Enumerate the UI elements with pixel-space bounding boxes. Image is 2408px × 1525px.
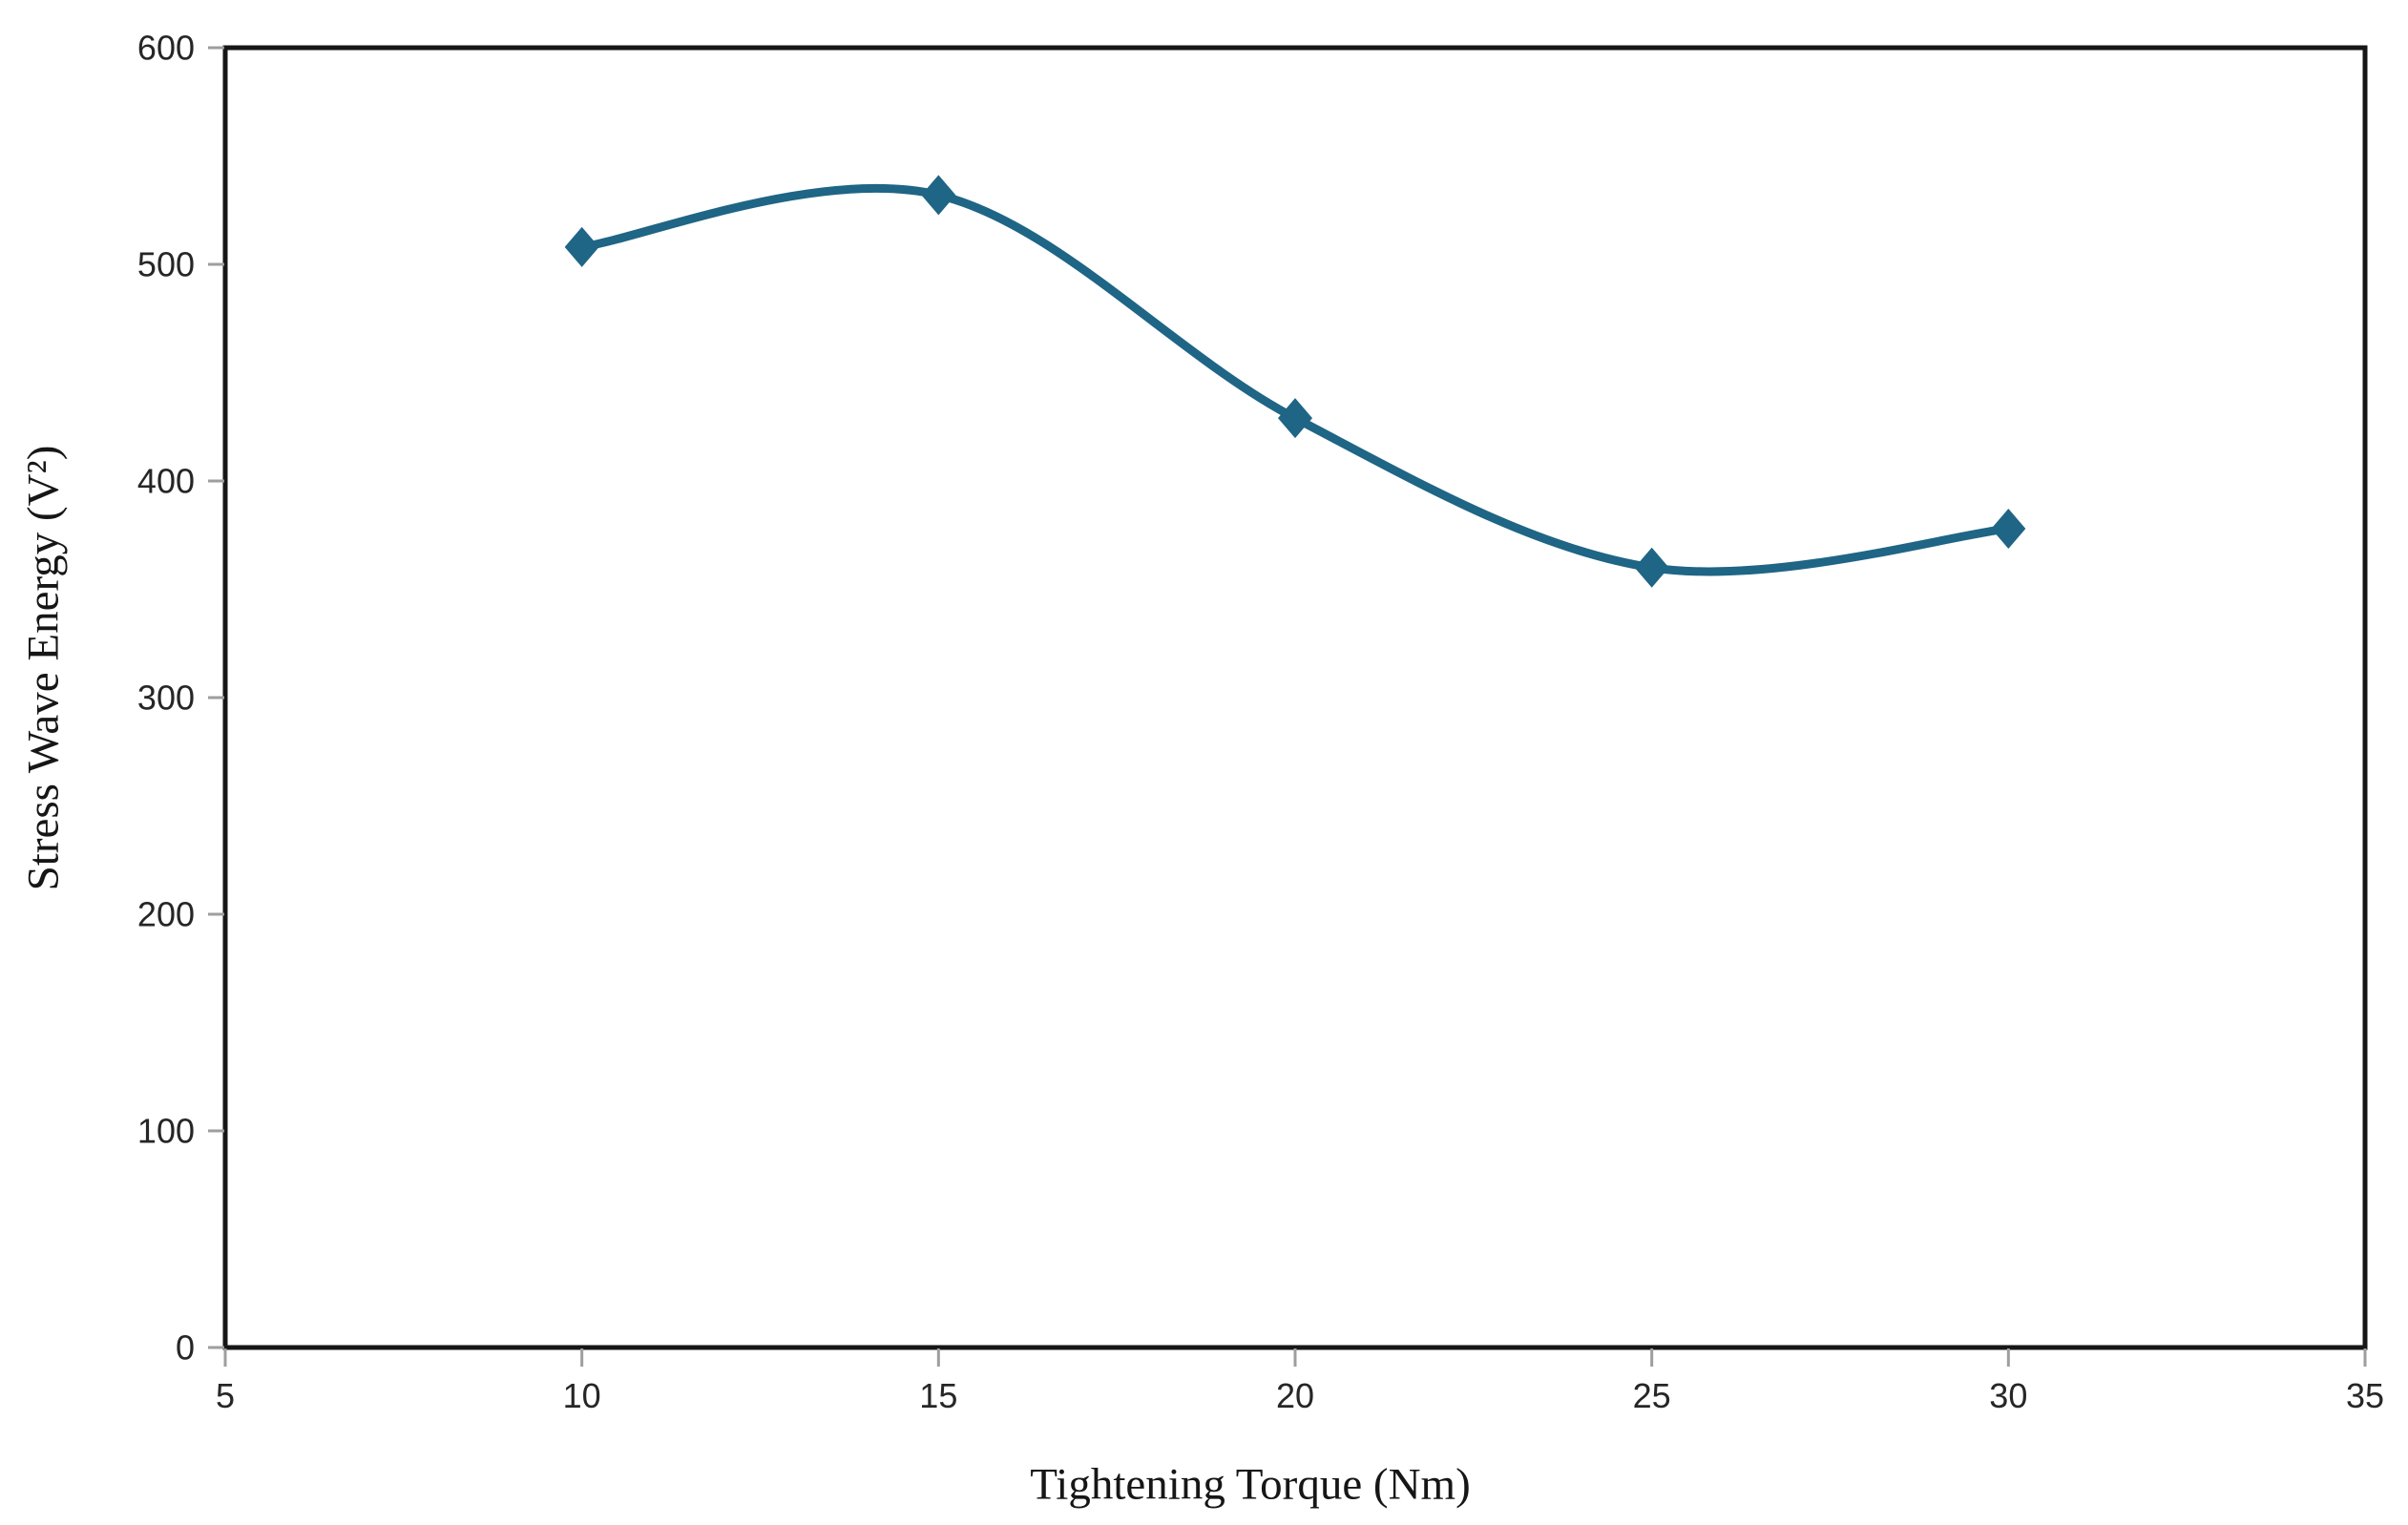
y-axis-tick-label: 0: [176, 1328, 195, 1368]
series-line: [577, 183, 2013, 576]
data-point-marker: [921, 175, 956, 216]
y-axis-tick-label: 500: [137, 245, 195, 284]
y-axis-tick-label: 100: [137, 1112, 195, 1151]
x-axis-tick-label: 5: [216, 1376, 235, 1415]
x-axis-tick-label: 30: [1989, 1376, 2027, 1415]
data-point-marker: [1278, 398, 1312, 439]
data-point-marker: [564, 226, 599, 267]
x-axis-tick-label: 20: [1276, 1376, 1314, 1415]
y-axis-title: Stress Wave Energy (V²): [18, 445, 69, 891]
x-axis-tick-label: 25: [1633, 1376, 1671, 1415]
y-axis-tick-label: 300: [137, 679, 195, 718]
data-point-marker: [1634, 547, 1669, 588]
y-axis-tick-label: 200: [137, 895, 195, 934]
y-axis-tick-label: 600: [137, 29, 195, 68]
x-axis-tick-label: 15: [919, 1376, 957, 1415]
x-axis-tick-label: 35: [2346, 1376, 2384, 1415]
x-axis-title: Tightening Torque (Nm): [1030, 1459, 1471, 1510]
plot-border: [222, 45, 2368, 1350]
y-axis-tick-label: 400: [137, 462, 195, 501]
data-point-marker: [1991, 508, 2026, 549]
x-axis-tick-label: 10: [563, 1376, 601, 1415]
